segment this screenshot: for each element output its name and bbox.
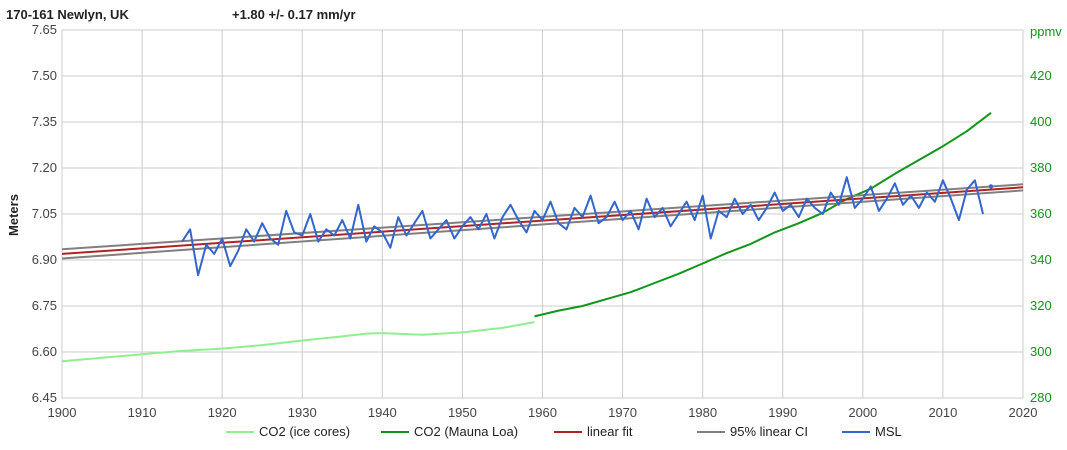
x-tick-label: 1900 <box>48 405 77 420</box>
legend-item[interactable]: 95% linear CI <box>697 424 808 439</box>
y-tick-label: 6.75 <box>32 298 57 313</box>
legend-label: 95% linear CI <box>730 424 808 439</box>
x-tick-label: 1960 <box>528 405 557 420</box>
legend-label: MSL <box>875 424 902 439</box>
legend-item[interactable]: linear fit <box>554 424 633 439</box>
x-tick-label: 1940 <box>368 405 397 420</box>
y-tick-label: 7.50 <box>32 68 57 83</box>
msl-last-point <box>988 184 994 189</box>
95-linear-ci-line <box>61 189 1024 260</box>
x-tick-label: 2000 <box>848 405 877 420</box>
x-tick-label: 1980 <box>688 405 717 420</box>
x-tick-label: 1970 <box>608 405 637 420</box>
y2-tick-label: 380 <box>1030 160 1052 175</box>
x-tick-label: 1920 <box>208 405 237 420</box>
co2-ice-cores-line <box>61 321 535 363</box>
legend-label: CO2 (Mauna Loa) <box>414 424 518 439</box>
legend-item[interactable]: CO2 (ice cores) <box>226 424 350 439</box>
y2-tick-label: 340 <box>1030 252 1052 267</box>
x-tick-label: 1930 <box>288 405 317 420</box>
x-tick-label: 1990 <box>768 405 797 420</box>
gridlines <box>61 29 1024 399</box>
y-tick-label: 6.60 <box>32 344 57 359</box>
plot-frame <box>61 29 1024 399</box>
msl-line <box>181 176 984 277</box>
legend-item[interactable]: MSL <box>842 424 902 439</box>
legend-item[interactable]: CO2 (Mauna Loa) <box>381 424 518 439</box>
x-tick-label: 1910 <box>128 405 157 420</box>
legend-label: CO2 (ice cores) <box>259 424 350 439</box>
y-tick-label: 6.90 <box>32 252 57 267</box>
y-tick-label: 7.20 <box>32 160 57 175</box>
x-tick-label: 2020 <box>1009 405 1038 420</box>
x-tick-label: 2010 <box>928 405 957 420</box>
legend: CO2 (ice cores) CO2 (Mauna Loa) linear fit… <box>226 424 902 439</box>
y2-tick-label: 300 <box>1030 344 1052 359</box>
y2-tick-label: 320 <box>1030 298 1052 313</box>
right-axis-unit-label: ppmv <box>1030 24 1062 39</box>
chart-title: 170-161 Newlyn, UK <box>6 7 129 22</box>
co2-mauna-loa-line <box>534 112 992 318</box>
x-tick-label: 1950 <box>448 405 477 420</box>
y-axis-title: Meters <box>6 194 21 236</box>
y2-tick-label: 360 <box>1030 206 1052 221</box>
chart-subtitle: +1.80 +/- 0.17 mm/yr <box>232 7 356 22</box>
y-tick-label: 6.45 <box>32 390 57 405</box>
legend-label: linear fit <box>587 424 633 439</box>
y2-tick-label: 400 <box>1030 114 1052 129</box>
y-tick-label: 7.65 <box>32 22 57 37</box>
y-tick-label: 7.35 <box>32 114 57 129</box>
series-lines <box>61 112 1024 363</box>
axis-ticks: 6.45 6.60 6.75 6.90 7.05 7.20 7.35 7.50 7.65 280 3… <box>32 22 1052 420</box>
y2-tick-label: 420 <box>1030 68 1052 83</box>
y-tick-label: 7.05 <box>32 206 57 221</box>
y2-tick-label: 280 <box>1030 390 1052 405</box>
